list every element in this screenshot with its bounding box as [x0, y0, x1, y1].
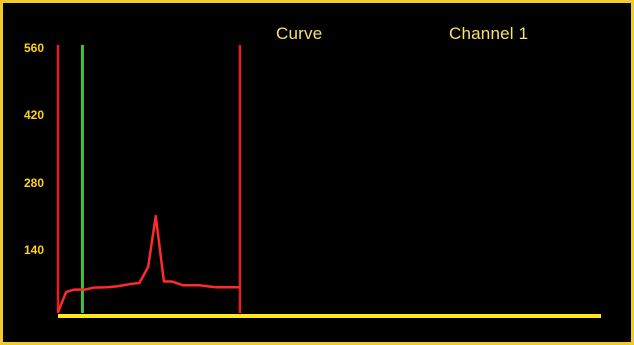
channel-label: Channel 1 [449, 24, 529, 43]
curve-label: Curve [276, 24, 323, 43]
line-chart: 560 420 280 140 [24, 41, 601, 318]
y-axis-ticks: 560 420 280 140 [24, 41, 44, 257]
series-line [56, 214, 240, 313]
series-group [56, 214, 240, 313]
y-tick-label: 140 [24, 243, 44, 257]
vertical-markers [56, 45, 242, 313]
y-tick-label: 420 [24, 108, 44, 122]
y-tick-label: 280 [24, 176, 44, 190]
y-tick-label: 560 [24, 41, 44, 55]
